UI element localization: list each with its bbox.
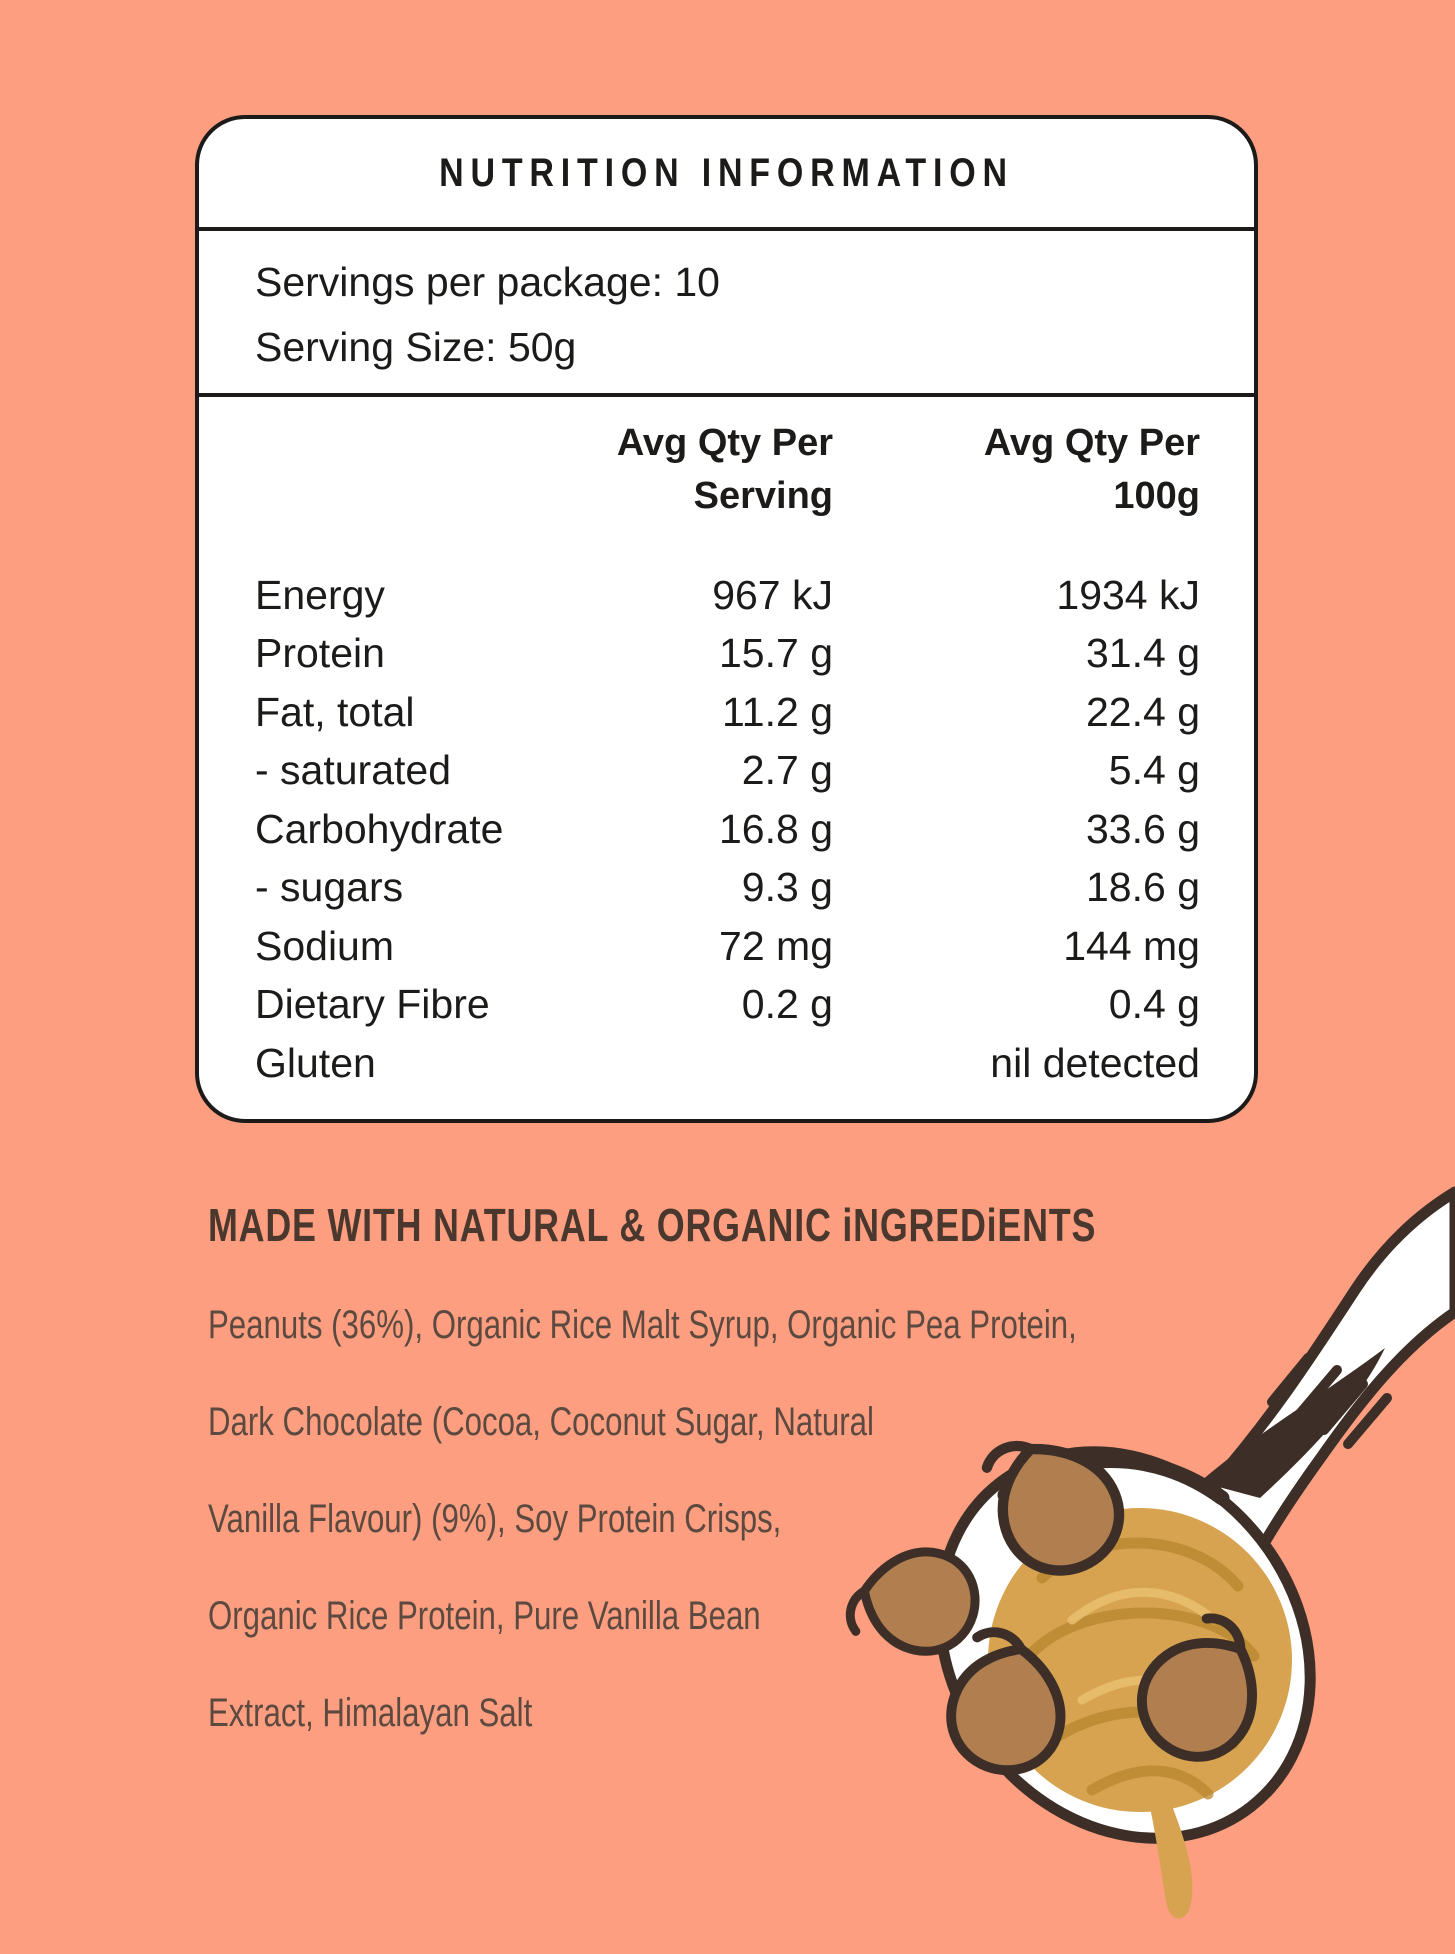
row-serving-value: 0.2 g xyxy=(741,981,833,1027)
column-header-per-serving: Avg Qty Per Serving xyxy=(533,417,833,523)
row-serving-value: 72 mg xyxy=(719,923,833,969)
row-serving-value: 16.8 g xyxy=(719,806,833,852)
row-100g-value: 18.6 g xyxy=(1086,864,1200,910)
ingredients-line: Vanilla Flavour) (9%), Soy Protein Crisp… xyxy=(208,1497,782,1541)
table-row: Protein 15.7 g 31.4 g xyxy=(255,629,1200,677)
row-label: Sodium xyxy=(255,923,395,969)
ingredients-line: Dark Chocolate (Cocoa, Coconut Sugar, Na… xyxy=(208,1400,874,1444)
row-label: Gluten xyxy=(255,1040,376,1086)
table-row: Carbohydrate 16.8 g 33.6 g xyxy=(255,805,1200,853)
ingredients-line: Organic Rice Protein, Pure Vanilla Bean xyxy=(208,1594,761,1638)
row-label: Fat, total xyxy=(255,689,415,735)
row-100g-value: 1934 kJ xyxy=(1056,572,1200,618)
column-header-line: 100g xyxy=(1113,475,1200,517)
row-100g-value: 144 mg xyxy=(1063,923,1200,969)
servings-per-package: Servings per package: 10 xyxy=(255,259,720,305)
table-row: Dietary Fibre 0.2 g 0.4 g xyxy=(255,980,1200,1028)
table-row: Gluten nil detected xyxy=(255,1039,1200,1087)
row-100g-value: nil detected xyxy=(990,1040,1200,1086)
row-serving-value: 11.2 g xyxy=(722,689,833,735)
row-label: Energy xyxy=(255,572,385,618)
row-serving-value: 9.3 g xyxy=(741,864,833,910)
panel-title: NUTRITION INFORMATION xyxy=(439,150,1014,195)
row-100g-value: 5.4 g xyxy=(1108,747,1200,793)
peanut-butter-drip xyxy=(1146,1780,1193,1919)
row-label: - saturated xyxy=(255,747,451,793)
divider xyxy=(199,227,1254,231)
ingredients-heading: MADE WITH NATURAL & ORGANIC iNGREDiENTS xyxy=(208,1199,1097,1251)
row-100g-value: 33.6 g xyxy=(1086,806,1200,852)
row-serving-value: 967 kJ xyxy=(712,572,833,618)
choc-chip-icon xyxy=(946,1627,1066,1776)
row-100g-value: 0.4 g xyxy=(1108,981,1200,1027)
choc-chip-icon xyxy=(981,1440,1125,1576)
table-row: - sugars 9.3 g 18.6 g xyxy=(255,863,1200,911)
column-header-line: Avg Qty Per xyxy=(616,422,833,464)
row-label: - sugars xyxy=(255,864,404,910)
spoon-bowl-shadow xyxy=(1200,1348,1385,1498)
table-row: Fat, total 11.2 g 22.4 g xyxy=(255,688,1200,736)
column-header-line: Avg Qty Per xyxy=(983,422,1200,464)
ingredients-list: Peanuts (36%), Organic Rice Malt Syrup, … xyxy=(208,1277,1322,1762)
spoon-illustration xyxy=(840,1100,1455,1949)
row-100g-value: 31.4 g xyxy=(1086,630,1200,676)
column-header-line: Serving xyxy=(693,475,833,517)
row-serving-value: 2.7 g xyxy=(741,747,833,793)
ingredients-line: Peanuts (36%), Organic Rice Malt Syrup, … xyxy=(208,1303,1077,1347)
choc-chip-icon xyxy=(845,1547,980,1656)
row-label: Protein xyxy=(255,630,385,676)
table-row: - saturated 2.7 g 5.4 g xyxy=(255,746,1200,794)
ingredients-line: Extract, Himalayan Salt xyxy=(208,1691,533,1735)
row-label: Carbohydrate xyxy=(255,806,504,852)
table-row: Energy 967 kJ 1934 kJ xyxy=(255,571,1200,619)
row-label: Dietary Fibre xyxy=(255,981,490,1027)
table-row: Sodium 72 mg 144 mg xyxy=(255,922,1200,970)
column-header-per-100g: Avg Qty Per 100g xyxy=(900,417,1200,523)
serving-size: Serving Size: 50g xyxy=(255,324,577,370)
spoon-illustration-svg xyxy=(845,1186,1455,1919)
handle-hatch-marks xyxy=(1267,1353,1392,1449)
row-100g-value: 22.4 g xyxy=(1086,689,1200,735)
row-serving-value: 15.7 g xyxy=(719,630,833,676)
choc-chip-icon xyxy=(1136,1613,1257,1762)
divider xyxy=(199,393,1254,397)
nutrition-panel: NUTRITION INFORMATION Servings per packa… xyxy=(195,115,1258,1123)
